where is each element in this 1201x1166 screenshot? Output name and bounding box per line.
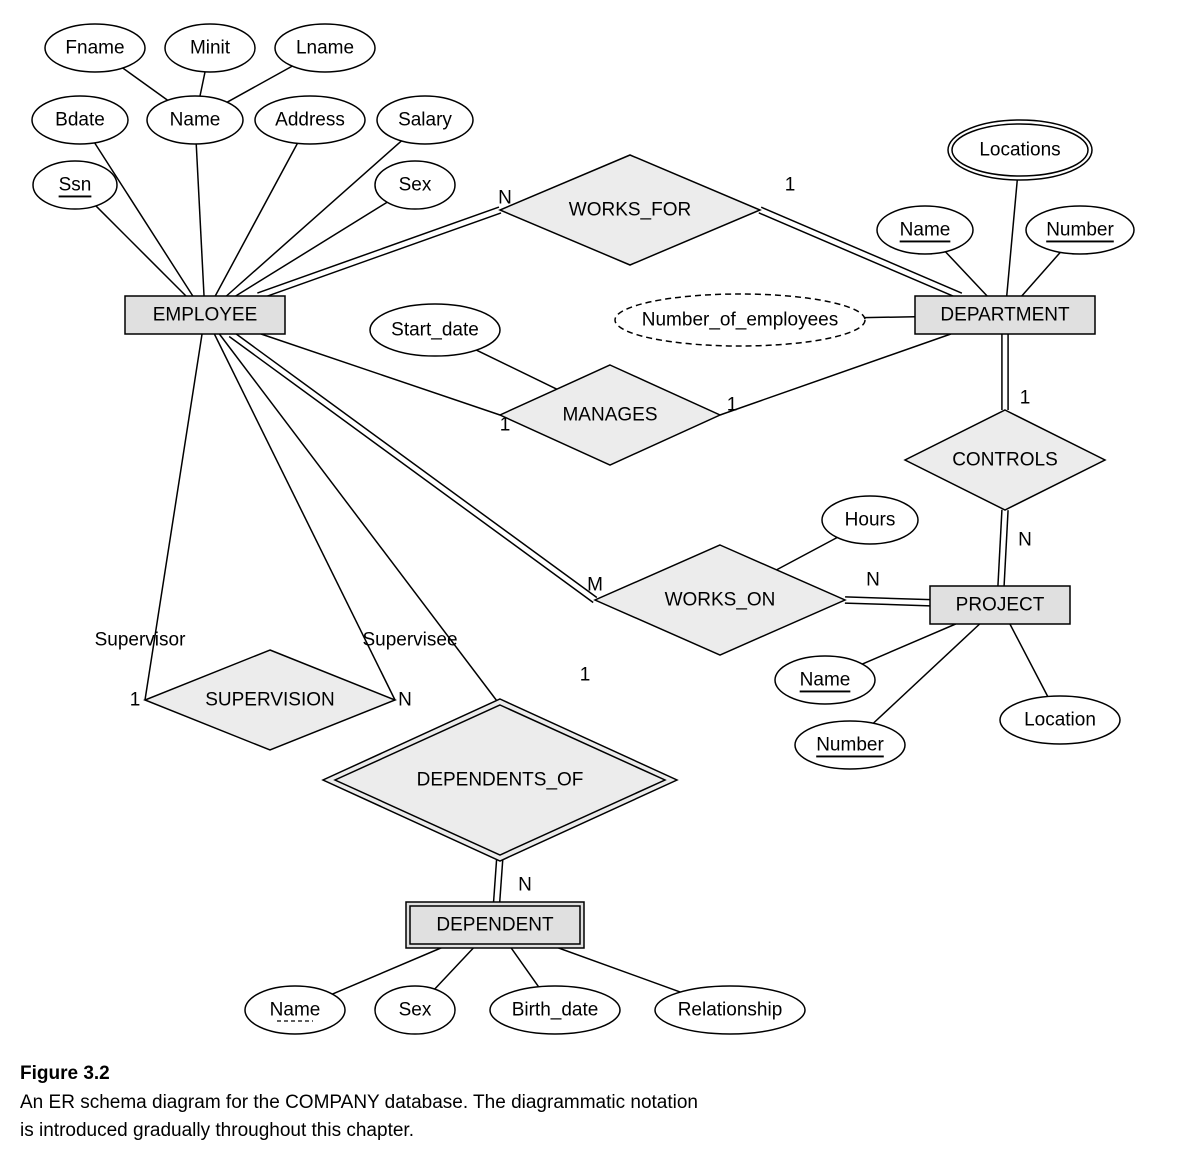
attribute-lname: Lname: [275, 24, 375, 72]
svg-text:Sex: Sex: [399, 1000, 432, 1021]
relationship-supervision: SUPERVISION: [145, 650, 395, 750]
svg-text:SUPERVISION: SUPERVISION: [205, 690, 335, 711]
attribute-name_proj: Name: [775, 656, 875, 704]
attribute-hours: Hours: [822, 496, 918, 544]
attribute-number_dept: Number: [1026, 206, 1134, 254]
attribute-bdate: Bdate: [32, 96, 128, 144]
svg-text:Name: Name: [270, 1000, 321, 1021]
attribute-relationship: Relationship: [655, 986, 805, 1034]
svg-text:1: 1: [130, 690, 141, 711]
svg-text:Supervisee: Supervisee: [362, 630, 457, 651]
figure-caption: Figure 3.2 An ER schema diagram for the …: [20, 1060, 1181, 1146]
caption-line2: is introduced gradually throughout this …: [20, 1117, 1181, 1146]
attribute-ssn: Ssn: [33, 161, 117, 209]
attribute-salary: Salary: [377, 96, 473, 144]
svg-text:Lname: Lname: [296, 38, 354, 59]
svg-text:EMPLOYEE: EMPLOYEE: [153, 305, 258, 326]
svg-text:Name: Name: [800, 670, 851, 691]
attribute-location_proj: Location: [1000, 696, 1120, 744]
svg-text:Location: Location: [1024, 710, 1096, 731]
svg-text:WORKS_FOR: WORKS_FOR: [569, 200, 691, 221]
svg-text:1: 1: [1020, 388, 1031, 409]
attribute-sex_dep: Sex: [375, 986, 455, 1034]
svg-text:MANAGES: MANAGES: [562, 405, 657, 426]
attribute-birth_date: Birth_date: [490, 986, 620, 1034]
svg-text:Minit: Minit: [190, 38, 231, 59]
caption-line1: An ER schema diagram for the COMPANY dat…: [20, 1089, 1181, 1118]
relationship-controls: CONTROLS: [905, 410, 1105, 510]
attribute-name_emp: Name: [147, 96, 243, 144]
svg-text:DEPENDENT: DEPENDENT: [436, 915, 554, 936]
svg-text:Address: Address: [275, 110, 345, 131]
entity-department: DEPARTMENT: [915, 296, 1095, 334]
entity-employee: EMPLOYEE: [125, 296, 285, 334]
attribute-sex_emp: Sex: [375, 161, 455, 209]
svg-text:N: N: [498, 188, 512, 209]
entity-project: PROJECT: [930, 586, 1070, 624]
svg-text:Fname: Fname: [65, 38, 124, 59]
svg-text:N: N: [398, 690, 412, 711]
svg-text:CONTROLS: CONTROLS: [952, 450, 1058, 471]
svg-text:Number_of_employees: Number_of_employees: [642, 310, 838, 331]
svg-text:DEPARTMENT: DEPARTMENT: [940, 305, 1070, 326]
svg-text:Locations: Locations: [979, 140, 1060, 161]
svg-text:Supervisor: Supervisor: [95, 630, 186, 651]
svg-text:M: M: [587, 575, 603, 596]
svg-text:Sex: Sex: [399, 175, 432, 196]
svg-text:Birth_date: Birth_date: [512, 1000, 599, 1021]
svg-text:Name: Name: [900, 220, 951, 241]
svg-text:WORKS_ON: WORKS_ON: [665, 590, 776, 611]
attribute-num_emp: Number_of_employees: [615, 294, 865, 346]
svg-text:Number: Number: [816, 735, 884, 756]
svg-text:PROJECT: PROJECT: [956, 595, 1045, 616]
svg-text:1: 1: [727, 395, 738, 416]
relationship-works_on: WORKS_ON: [595, 545, 845, 655]
entity-dependent: DEPENDENT: [406, 902, 584, 948]
attribute-name_dept: Name: [877, 206, 973, 254]
svg-text:Relationship: Relationship: [678, 1000, 783, 1021]
svg-text:N: N: [518, 875, 532, 896]
attribute-start_date: Start_date: [370, 304, 500, 356]
relationship-manages: MANAGES: [500, 365, 720, 465]
er-diagram: Fname Minit Lname Bdate Name Address Salary Ssn…: [20, 20, 1180, 1050]
attribute-minit: Minit: [165, 24, 255, 72]
svg-text:N: N: [1018, 530, 1032, 551]
svg-text:DEPENDENTS_OF: DEPENDENTS_OF: [417, 770, 584, 791]
svg-text:Bdate: Bdate: [55, 110, 105, 131]
attribute-fname: Fname: [45, 24, 145, 72]
svg-text:Ssn: Ssn: [59, 175, 92, 196]
relationship-works_for: WORKS_FOR: [500, 155, 760, 265]
attribute-locations: Locations: [948, 120, 1092, 180]
svg-text:1: 1: [785, 175, 796, 196]
svg-text:1: 1: [500, 415, 511, 436]
svg-text:1: 1: [580, 665, 591, 686]
svg-text:Start_date: Start_date: [391, 320, 479, 341]
svg-text:Name: Name: [170, 110, 221, 131]
svg-text:Number: Number: [1046, 220, 1114, 241]
relationship-dependents_of: DEPENDENTS_OF: [323, 699, 677, 861]
attribute-number_proj: Number: [795, 721, 905, 769]
svg-text:Hours: Hours: [845, 510, 896, 531]
caption-title: Figure 3.2: [20, 1060, 1181, 1089]
svg-text:Salary: Salary: [398, 110, 452, 131]
svg-text:N: N: [866, 570, 880, 591]
attribute-address: Address: [255, 96, 365, 144]
attribute-name_dep: Name: [245, 986, 345, 1034]
